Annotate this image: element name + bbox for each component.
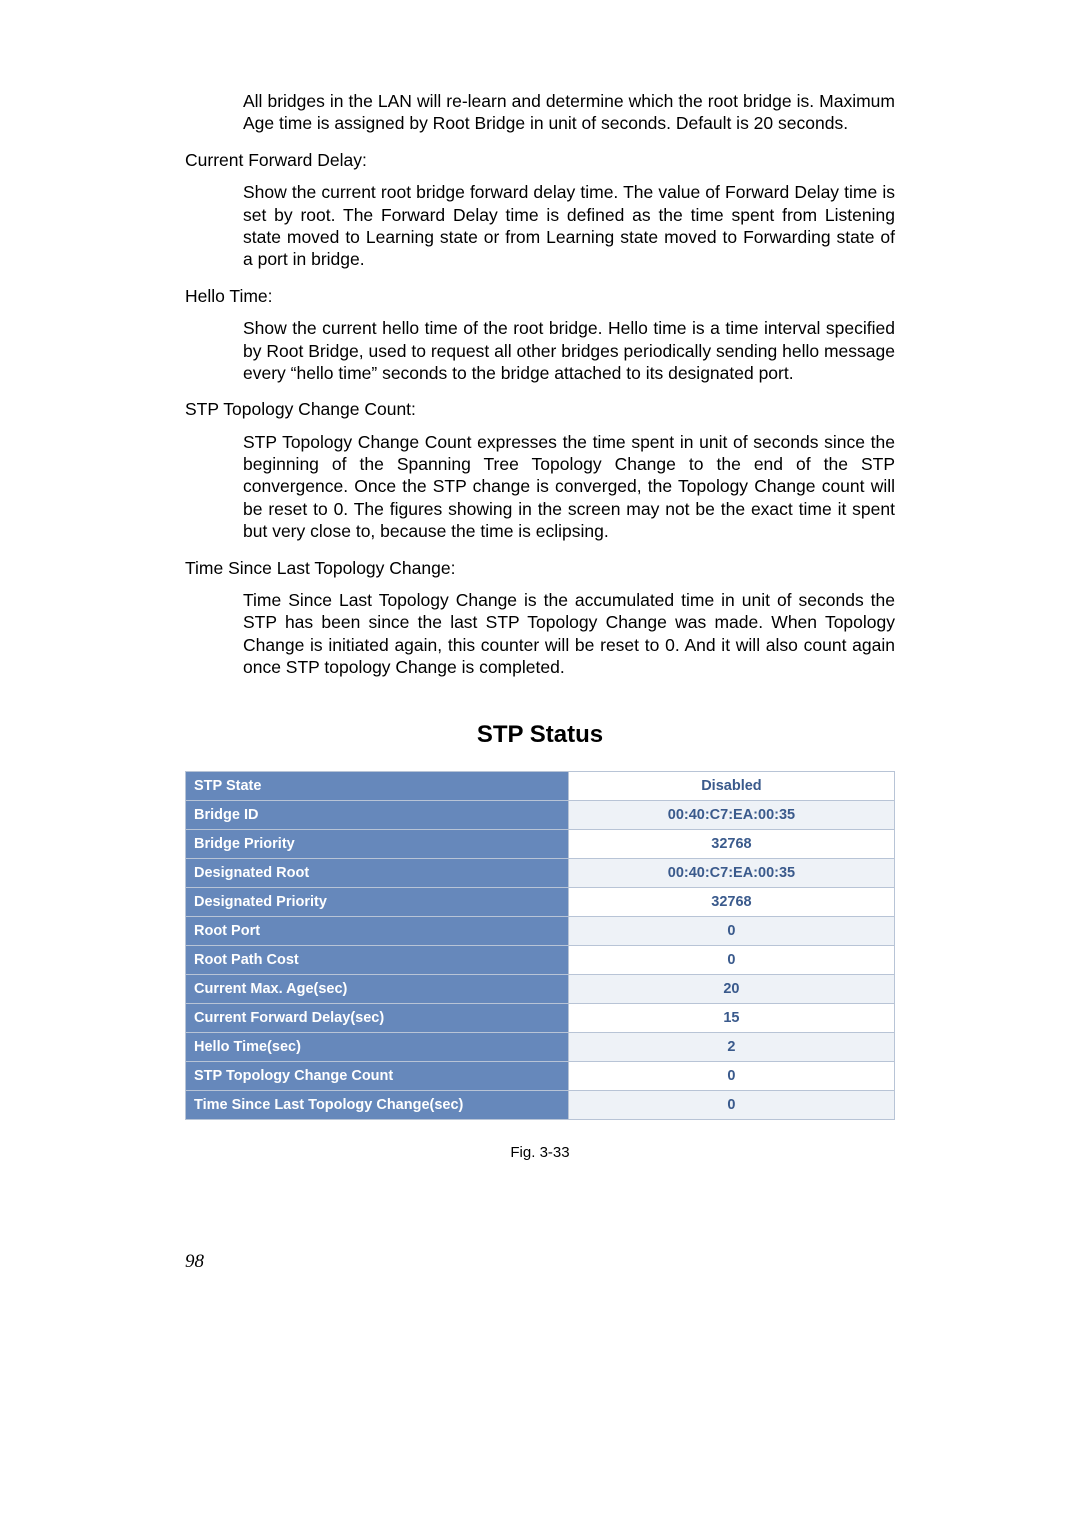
stp-row-label: Current Forward Delay(sec) <box>186 1003 569 1032</box>
stp-row-label: Hello Time(sec) <box>186 1032 569 1061</box>
stp-row-label: Designated Priority <box>186 887 569 916</box>
stp-row-label: Bridge Priority <box>186 829 569 858</box>
stp-status-table: STP StateDisabledBridge ID00:40:C7:EA:00… <box>185 771 895 1120</box>
table-row: Bridge Priority32768 <box>186 829 895 858</box>
stp-row-label: Time Since Last Topology Change(sec) <box>186 1090 569 1119</box>
table-row: STP Topology Change Count0 <box>186 1061 895 1090</box>
table-row: Bridge ID00:40:C7:EA:00:35 <box>186 800 895 829</box>
page-container: All bridges in the LAN will re-learn and… <box>0 0 1080 1333</box>
table-row: Root Port0 <box>186 916 895 945</box>
stp-row-label: Root Path Cost <box>186 945 569 974</box>
table-row: Designated Priority32768 <box>186 887 895 916</box>
stp-row-label: Root Port <box>186 916 569 945</box>
label-stp-tcc: STP Topology Change Count: <box>185 398 895 420</box>
table-row: Current Forward Delay(sec)15 <box>186 1003 895 1032</box>
para-time-since-last-tc: Time Since Last Topology Change is the a… <box>243 589 895 679</box>
para-hello-time: Show the current hello time of the root … <box>243 317 895 384</box>
stp-row-value: 00:40:C7:EA:00:35 <box>568 800 894 829</box>
table-row: Designated Root00:40:C7:EA:00:35 <box>186 858 895 887</box>
label-current-forward-delay: Current Forward Delay: <box>185 149 895 171</box>
stp-row-value: 00:40:C7:EA:00:35 <box>568 858 894 887</box>
stp-row-value: 2 <box>568 1032 894 1061</box>
stp-row-label: Current Max. Age(sec) <box>186 974 569 1003</box>
table-row: Time Since Last Topology Change(sec)0 <box>186 1090 895 1119</box>
label-time-since-last-tc: Time Since Last Topology Change: <box>185 557 895 579</box>
table-row: Root Path Cost0 <box>186 945 895 974</box>
page-number: 98 <box>185 1251 895 1273</box>
stp-row-value: 15 <box>568 1003 894 1032</box>
para-stp-tcc: STP Topology Change Count expresses the … <box>243 431 895 543</box>
stp-row-value: 0 <box>568 1090 894 1119</box>
table-title: STP Status <box>185 721 895 749</box>
intro-paragraph: All bridges in the LAN will re-learn and… <box>243 90 895 135</box>
figure-caption: Fig. 3-33 <box>185 1144 895 1161</box>
stp-row-value: 0 <box>568 1061 894 1090</box>
stp-row-value: 20 <box>568 974 894 1003</box>
table-row: Current Max. Age(sec)20 <box>186 974 895 1003</box>
stp-row-label: Bridge ID <box>186 800 569 829</box>
label-hello-time: Hello Time: <box>185 285 895 307</box>
stp-row-value: 32768 <box>568 829 894 858</box>
stp-row-label: Designated Root <box>186 858 569 887</box>
table-row: STP StateDisabled <box>186 771 895 800</box>
stp-row-value: Disabled <box>568 771 894 800</box>
stp-row-value: 0 <box>568 916 894 945</box>
stp-row-label: STP State <box>186 771 569 800</box>
stp-row-label: STP Topology Change Count <box>186 1061 569 1090</box>
stp-row-value: 32768 <box>568 887 894 916</box>
para-current-forward-delay: Show the current root bridge forward del… <box>243 181 895 271</box>
stp-row-value: 0 <box>568 945 894 974</box>
table-row: Hello Time(sec)2 <box>186 1032 895 1061</box>
